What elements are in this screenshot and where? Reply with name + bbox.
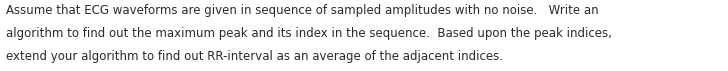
Text: Assume that ECG waveforms are given in sequence of sampled amplitudes with no no: Assume that ECG waveforms are given in s… xyxy=(6,4,598,17)
Text: extend your algorithm to find out RR-interval as an average of the adjacent indi: extend your algorithm to find out RR-int… xyxy=(6,50,503,63)
Text: algorithm to find out the maximum peak and its index in the sequence.  Based upo: algorithm to find out the maximum peak a… xyxy=(6,27,612,40)
